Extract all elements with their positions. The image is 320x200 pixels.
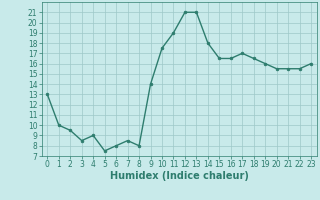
- X-axis label: Humidex (Indice chaleur): Humidex (Indice chaleur): [110, 171, 249, 181]
